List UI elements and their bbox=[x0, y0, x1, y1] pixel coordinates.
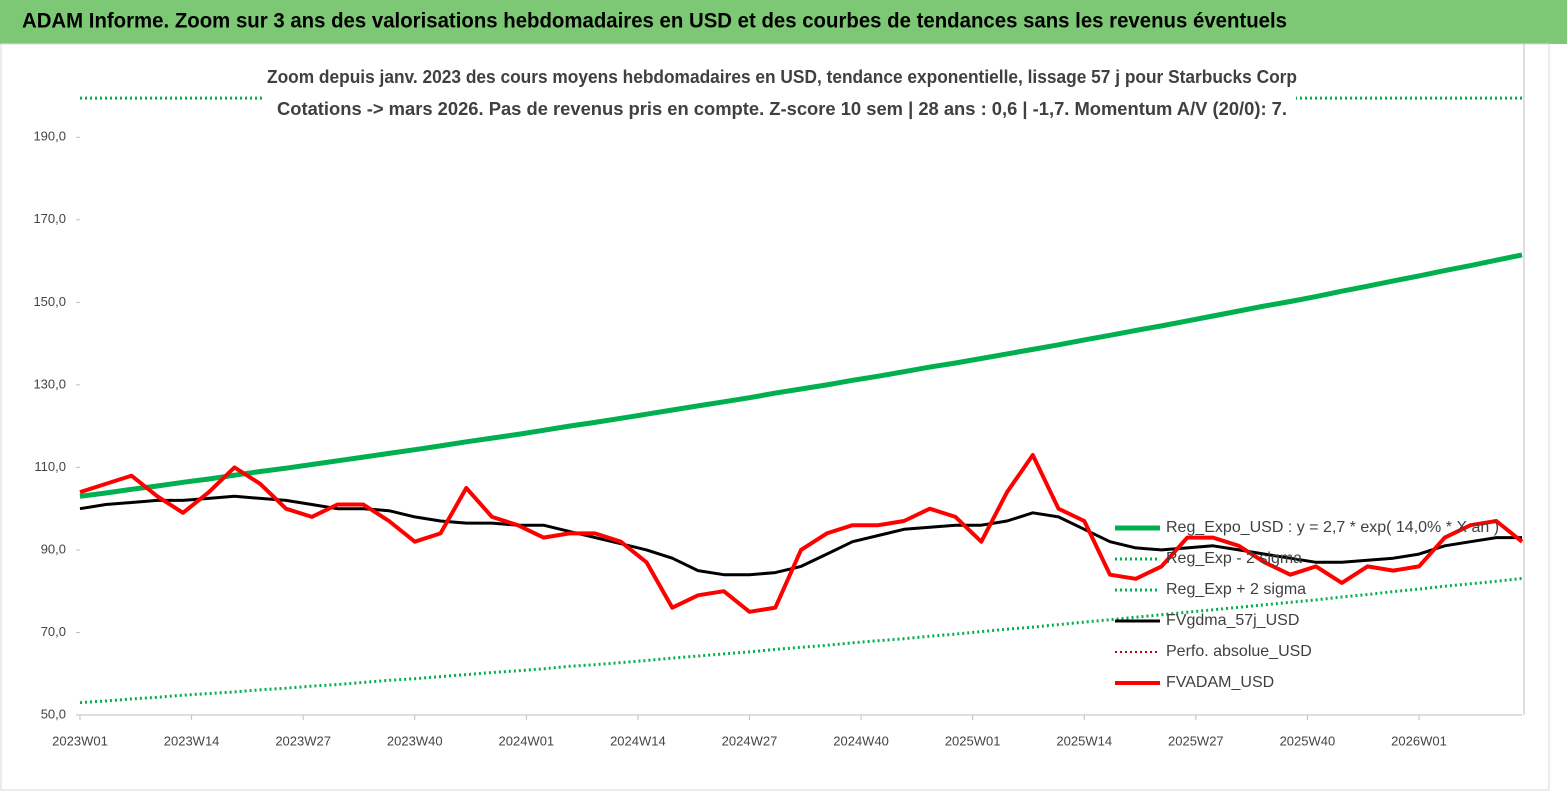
subtitle: Cotations -> mars 2026. Pas de revenus p… bbox=[277, 99, 1287, 119]
chart-title: ADAM Informe. Zoom sur 3 ans des valoris… bbox=[22, 10, 1287, 33]
y-tick-label: 90,0 bbox=[41, 541, 66, 556]
series-line bbox=[79, 576, 1523, 705]
subtitle: Zoom depuis janv. 2023 des cours moyens … bbox=[267, 67, 1297, 87]
chart-border bbox=[0, 43, 1550, 791]
y-tick-label: 170,0 bbox=[33, 211, 66, 226]
x-tick-label: 2023W40 bbox=[387, 733, 443, 748]
y-tick-label: 50,0 bbox=[41, 706, 66, 721]
x-tick-label: 2023W14 bbox=[164, 733, 220, 748]
y-tick-label: 190,0 bbox=[33, 129, 66, 144]
series-line bbox=[79, 453, 1524, 614]
legend-label: Reg_Exp + 2 sigma bbox=[1166, 581, 1306, 598]
y-tick-label: 150,0 bbox=[33, 294, 66, 309]
legend: Reg_Expo_USD : y = 2,7 * exp( 14,0% * X … bbox=[1115, 519, 1499, 691]
header-bar bbox=[0, 0, 1567, 44]
series-line bbox=[79, 252, 1523, 499]
x-tick-label: 2025W27 bbox=[1168, 733, 1224, 748]
y-tick-label: 70,0 bbox=[41, 624, 66, 639]
y-tick-label: 110,0 bbox=[34, 459, 66, 474]
subtitle-bg bbox=[262, 62, 1296, 126]
x-tick-label: 2025W40 bbox=[1280, 733, 1336, 748]
x-tick-label: 2025W01 bbox=[945, 733, 1001, 748]
x-tick-label: 2023W27 bbox=[275, 733, 331, 748]
x-tick-label: 2024W27 bbox=[722, 733, 778, 748]
x-tick-label: 2026W01 bbox=[1391, 733, 1447, 748]
legend-label: Reg_Expo_USD : y = 2,7 * exp( 14,0% * X … bbox=[1166, 519, 1499, 536]
x-tick-label: 2024W14 bbox=[610, 733, 666, 748]
legend-label: Perfo. absolue_USD bbox=[1166, 643, 1312, 660]
legend-label: FVgdma_57j_USD bbox=[1166, 612, 1299, 629]
series-line bbox=[79, 494, 1522, 577]
x-tick-label: 2023W01 bbox=[52, 733, 108, 748]
x-tick-label: 2024W40 bbox=[833, 733, 889, 748]
x-tick-label: 2025W14 bbox=[1056, 733, 1112, 748]
legend-label: Reg_Exp - 2 sigma bbox=[1166, 550, 1302, 567]
y-tick-label: 130,0 bbox=[33, 376, 66, 391]
legend-label: FVADAM_USD bbox=[1166, 674, 1274, 691]
x-tick-label: 2024W01 bbox=[499, 733, 555, 748]
